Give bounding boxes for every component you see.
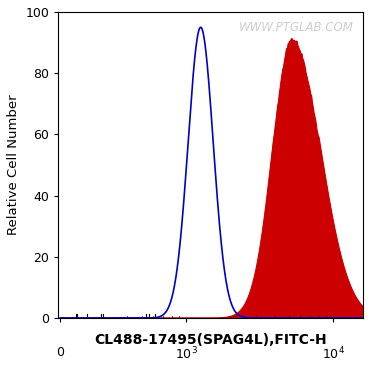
Text: WWW.PTGLAB.COM: WWW.PTGLAB.COM <box>239 21 354 34</box>
X-axis label: CL488-17495(SPAG4L),FITC-H: CL488-17495(SPAG4L),FITC-H <box>94 333 327 346</box>
Y-axis label: Relative Cell Number: Relative Cell Number <box>7 95 20 235</box>
Text: $10^3$: $10^3$ <box>175 346 198 362</box>
Text: $10^4$: $10^4$ <box>322 346 344 362</box>
Text: 0: 0 <box>56 346 64 359</box>
